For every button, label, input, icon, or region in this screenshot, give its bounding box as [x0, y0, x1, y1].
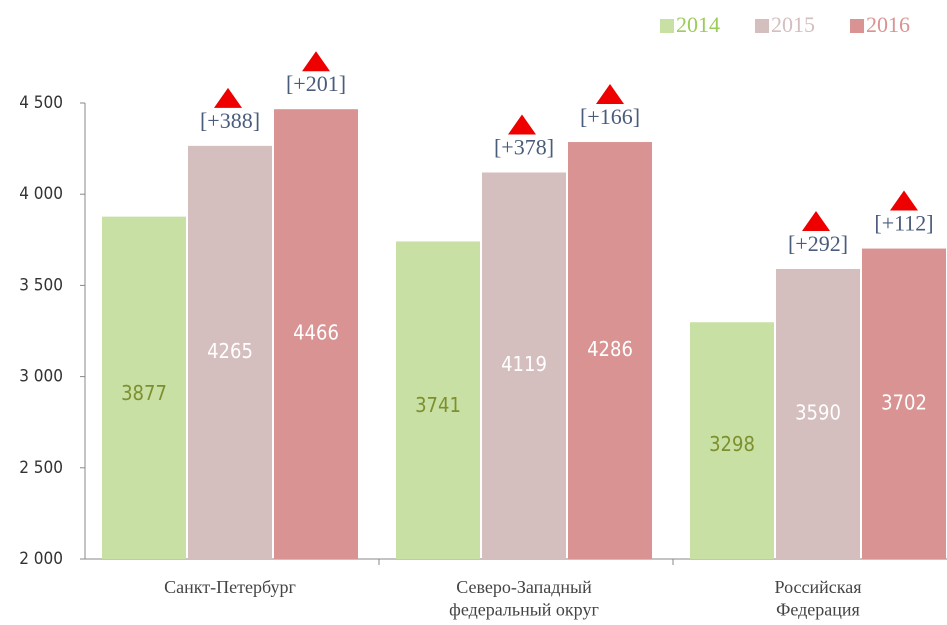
y-tick-label: 2 000 [19, 549, 63, 569]
bar [690, 322, 774, 559]
legend-label: 2014 [676, 12, 720, 37]
value-label: 3702 [881, 390, 927, 414]
up-triangle [890, 190, 918, 211]
change-annotation: [+388] [200, 108, 260, 133]
value-label: 3877 [121, 381, 167, 405]
value-label: 3590 [795, 400, 841, 424]
change-annotation: [+112] [874, 211, 933, 236]
change-annotation: [+201] [286, 71, 346, 96]
bar [188, 145, 272, 559]
y-tick-label: 2 500 [19, 458, 63, 478]
bar [396, 241, 480, 560]
value-label: 4119 [501, 352, 547, 376]
up-triangle [596, 84, 624, 105]
change-annotation: [+166] [580, 104, 640, 129]
x-tick-label: Санкт-Петербург [164, 577, 296, 597]
legend-label: 2016 [866, 12, 910, 37]
bar [102, 216, 186, 559]
bar [862, 248, 946, 559]
y-tick-label: 4 000 [19, 184, 63, 204]
y-tick-label: 3 000 [19, 367, 63, 387]
up-triangle [214, 87, 242, 108]
x-tick-label: Российская Федерация [775, 577, 862, 620]
legend-swatch [850, 19, 864, 33]
legend-label: 2015 [771, 12, 815, 37]
up-triangle [802, 210, 830, 231]
y-tick-label: 3 500 [19, 275, 63, 295]
value-label: 3298 [709, 432, 755, 456]
change-annotation: [+378] [494, 134, 554, 159]
bar [776, 268, 860, 559]
value-label: 4466 [293, 321, 339, 345]
y-tick-label: 4 500 [19, 93, 63, 113]
legend-swatch [660, 19, 674, 33]
up-triangle [302, 51, 330, 72]
value-label: 3741 [415, 393, 461, 417]
legend-swatch [755, 19, 769, 33]
change-annotation: [+292] [788, 231, 848, 256]
up-triangle [508, 114, 536, 135]
value-label: 4286 [587, 337, 633, 361]
bar [482, 172, 566, 560]
x-tick-label: Северо-Западный федеральный округ [449, 577, 599, 620]
value-label: 4265 [207, 339, 253, 363]
bar [568, 142, 652, 559]
bar [274, 109, 358, 559]
